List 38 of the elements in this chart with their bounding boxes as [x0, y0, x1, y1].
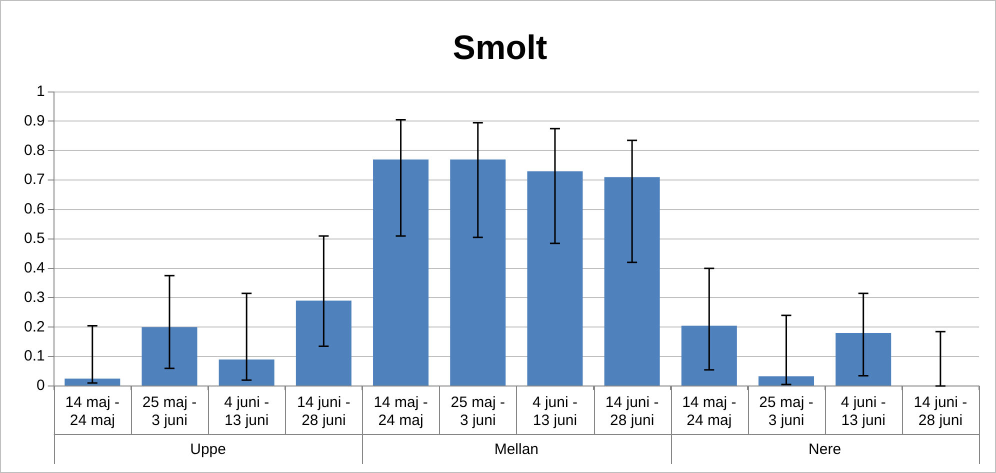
bar	[450, 159, 506, 386]
bar	[142, 327, 198, 386]
y-tick-label: 0.4	[24, 259, 45, 276]
y-tick-label: 0.1	[24, 348, 45, 365]
x-tick-label: 4 juni - 13 juni	[532, 394, 578, 430]
x-tick-label: 14 juni - 28 juni	[297, 394, 350, 430]
bar	[758, 376, 814, 386]
x-tick-label: 4 juni - 13 juni	[224, 394, 270, 430]
y-tick-label: 0.8	[24, 142, 45, 159]
x-tick-label: 14 juni - 28 juni	[914, 394, 968, 430]
bar	[218, 360, 274, 386]
y-tick-label: 0.7	[24, 171, 45, 188]
x-tick-label: 14 maj - 24 maj	[65, 394, 120, 430]
bar	[373, 159, 429, 386]
bar	[681, 326, 737, 386]
y-tick-label: 0.5	[24, 230, 45, 248]
x-tick-label: 25 maj - 3 juni	[142, 394, 197, 430]
x-tick-label: 4 juni - 13 juni	[840, 394, 886, 430]
x-tick-label: 25 maj - 3 juni	[450, 394, 505, 430]
text: Uppe	[190, 441, 226, 458]
bar	[836, 333, 892, 386]
text: Nere	[808, 441, 842, 458]
bar	[604, 177, 660, 386]
x-tick-label: 14 maj - 24 maj	[374, 394, 428, 430]
y-tick-label: 1	[36, 82, 45, 100]
y-tick-label: 0.6	[24, 200, 45, 218]
y-tick-label: 0.3	[24, 288, 45, 306]
x-tick-label: 25 maj - 3 juni	[759, 394, 814, 430]
bar	[296, 300, 352, 386]
x-tick-label: 14 juni - 28 juni	[605, 394, 659, 430]
y-tick-label: 0.9	[24, 112, 45, 130]
y-tick-label: 0.2	[24, 318, 45, 336]
x-tick-label: 14 maj - 24 maj	[682, 394, 736, 430]
chart-title: Smolt	[452, 28, 548, 67]
bar	[527, 171, 583, 386]
text: Mellan	[494, 441, 539, 458]
bar	[64, 378, 120, 386]
y-tick-label: 0	[36, 377, 45, 394]
